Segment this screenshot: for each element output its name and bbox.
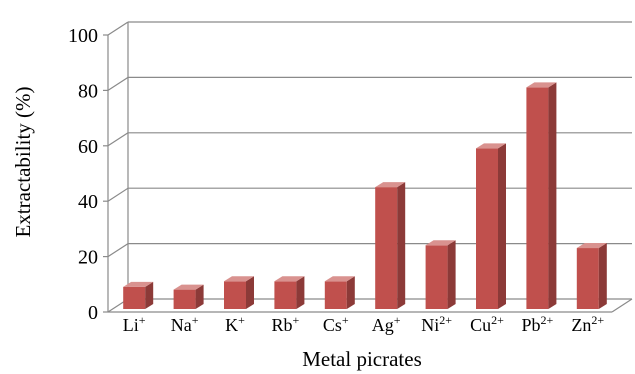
bar-pb xyxy=(526,82,557,310)
bar-side xyxy=(498,143,506,309)
bar-side xyxy=(145,281,154,309)
bar-side xyxy=(548,82,557,310)
x-tick-label: Ag+ xyxy=(372,313,401,335)
x-tick-label: K+ xyxy=(225,313,245,335)
bar-side xyxy=(346,276,355,309)
x-tick-label: Rb+ xyxy=(272,313,300,335)
bar-side xyxy=(447,240,456,309)
x-tick-label: Na+ xyxy=(171,313,199,335)
bar-cu xyxy=(476,143,506,309)
bar-top xyxy=(123,281,154,287)
y-tick-label: 20 xyxy=(78,247,98,269)
axis-layer xyxy=(103,22,633,313)
x-tick-label: Li+ xyxy=(123,313,146,335)
y-tick-label: 80 xyxy=(78,80,98,102)
bar-side xyxy=(397,182,406,309)
bar-front xyxy=(123,286,146,309)
bar-front xyxy=(173,289,196,309)
bar-front xyxy=(526,87,549,310)
bar-top xyxy=(425,240,456,246)
bar-top xyxy=(526,82,557,88)
bar-li xyxy=(123,281,154,309)
bar-front xyxy=(375,187,398,309)
bar-layer xyxy=(123,82,607,310)
bar-k xyxy=(224,276,254,309)
y-tick-label: 100 xyxy=(68,25,98,47)
bar-rb xyxy=(274,276,305,309)
bar-top xyxy=(375,182,406,188)
bar-side xyxy=(246,276,254,309)
bar-top xyxy=(324,276,355,282)
gridline-depth-80 xyxy=(107,76,129,91)
bar-front xyxy=(274,281,297,309)
bar-top xyxy=(173,284,204,290)
gridline-depth-100 xyxy=(107,21,129,36)
bar-ni xyxy=(425,240,456,309)
x-tick-label: Cs+ xyxy=(323,313,349,335)
gridline-depth-60 xyxy=(107,132,129,147)
bar-top xyxy=(576,243,607,249)
x-tick-label: Zn2+ xyxy=(571,313,604,335)
y-tick-label: 0 xyxy=(88,302,98,324)
y-tick-label: 60 xyxy=(78,136,98,158)
bar-na xyxy=(173,284,204,309)
x-axis-title: Metal picrates xyxy=(302,347,422,371)
bar-front xyxy=(324,281,347,309)
y-tick-label: 40 xyxy=(78,191,98,213)
bar-top xyxy=(224,276,254,282)
bar-front xyxy=(224,281,246,309)
x-tick-label: Pb2+ xyxy=(522,313,554,335)
bar-ag xyxy=(375,182,406,309)
bar-front xyxy=(476,148,498,309)
x-tick-label: Cu2+ xyxy=(470,313,504,335)
bar-side xyxy=(195,284,204,309)
bar-side xyxy=(296,276,305,309)
bar-top xyxy=(274,276,305,282)
bar-cs xyxy=(324,276,355,309)
floor-right-edge xyxy=(611,298,633,313)
gridline-depth-20 xyxy=(107,243,129,258)
gridline-depth-40 xyxy=(107,187,129,202)
bar-top xyxy=(476,143,506,149)
y-axis-title: Extractability (%) xyxy=(11,86,35,237)
label-layer: 0 20 40 60 80 100 Li+ Na+ K+ Rb+ Cs+ Ag+ Ni2+ Cu2+ Pb2… xyxy=(68,25,604,335)
bar-front xyxy=(576,248,599,309)
bar-front xyxy=(425,245,448,309)
bar-zn xyxy=(576,243,607,309)
x-tick-label: Ni2+ xyxy=(421,313,452,335)
bar-side xyxy=(598,243,607,309)
